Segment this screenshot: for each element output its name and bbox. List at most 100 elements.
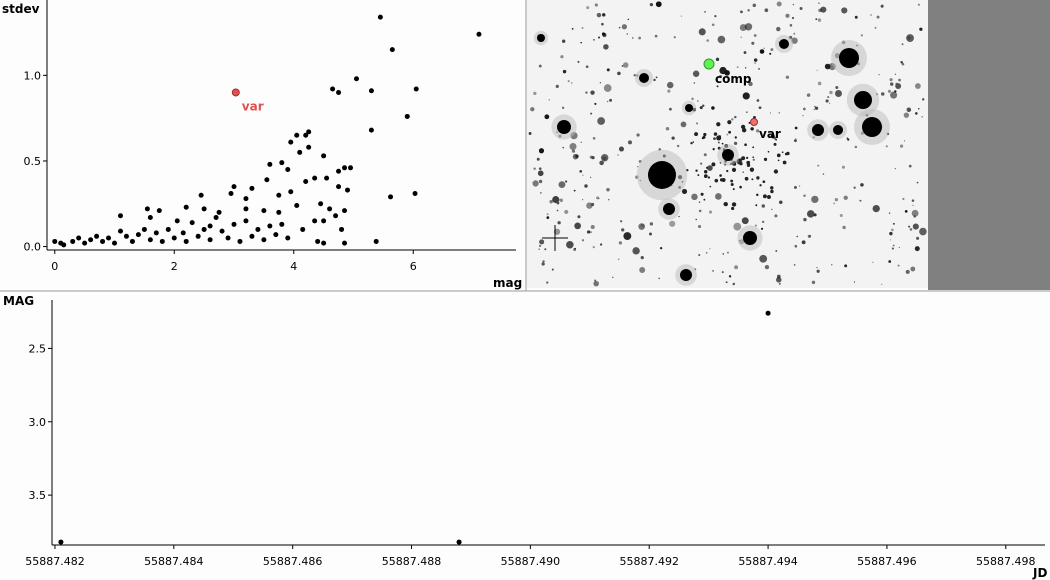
star bbox=[878, 74, 880, 76]
star bbox=[719, 174, 722, 177]
star bbox=[564, 209, 569, 215]
star bbox=[776, 153, 781, 158]
star bbox=[778, 112, 780, 114]
point bbox=[342, 208, 348, 214]
star bbox=[632, 247, 640, 255]
star bbox=[794, 138, 797, 140]
point bbox=[404, 113, 410, 119]
y-tick-label: 1.0 bbox=[24, 69, 42, 82]
point bbox=[765, 310, 771, 316]
star bbox=[793, 264, 796, 266]
star bbox=[593, 280, 599, 287]
star bbox=[898, 246, 900, 249]
star bbox=[649, 222, 654, 226]
x-tick-label: 55887.486 bbox=[263, 555, 323, 568]
point bbox=[237, 238, 243, 244]
star bbox=[699, 162, 703, 165]
point bbox=[348, 165, 354, 171]
star bbox=[860, 183, 864, 187]
point bbox=[174, 218, 180, 224]
star bbox=[778, 282, 781, 285]
point bbox=[288, 189, 294, 195]
star bbox=[627, 18, 630, 21]
star bbox=[754, 62, 756, 64]
bright-star bbox=[685, 104, 693, 112]
star bbox=[880, 4, 884, 8]
star bbox=[715, 57, 720, 62]
star bbox=[813, 213, 817, 217]
star bbox=[885, 145, 888, 148]
star bbox=[570, 82, 573, 84]
star bbox=[769, 112, 772, 114]
x-tick-label: 55887.490 bbox=[501, 555, 561, 568]
star bbox=[889, 78, 893, 82]
star bbox=[891, 228, 894, 232]
star bbox=[744, 143, 747, 147]
star bbox=[695, 169, 698, 172]
star bbox=[891, 247, 894, 250]
point bbox=[339, 226, 345, 232]
star bbox=[566, 240, 574, 249]
point bbox=[327, 206, 333, 212]
star bbox=[574, 247, 576, 250]
star bbox=[707, 176, 711, 179]
star bbox=[711, 23, 715, 26]
star bbox=[909, 228, 913, 231]
star bbox=[890, 82, 894, 86]
star bbox=[649, 232, 652, 236]
star bbox=[752, 146, 755, 149]
point bbox=[336, 89, 342, 95]
star bbox=[607, 198, 610, 201]
star bbox=[741, 124, 746, 129]
point bbox=[312, 175, 318, 181]
star bbox=[706, 39, 710, 42]
star bbox=[919, 27, 923, 31]
bright-star bbox=[663, 203, 675, 215]
star bbox=[893, 222, 895, 225]
star bbox=[817, 164, 820, 167]
star bbox=[718, 135, 721, 138]
x-tick-label: 55887.482 bbox=[25, 555, 85, 568]
star bbox=[726, 251, 729, 254]
star bbox=[770, 48, 774, 52]
point bbox=[189, 220, 195, 226]
point bbox=[321, 218, 327, 224]
star bbox=[756, 99, 760, 102]
star bbox=[640, 255, 644, 260]
star bbox=[536, 157, 540, 161]
star bbox=[816, 269, 820, 273]
star bbox=[894, 167, 897, 170]
point bbox=[117, 213, 123, 219]
star bbox=[900, 60, 903, 64]
star bbox=[782, 160, 787, 165]
star bbox=[876, 15, 880, 19]
point bbox=[123, 233, 129, 239]
star bbox=[539, 239, 545, 245]
star bbox=[806, 93, 811, 97]
star bbox=[816, 69, 818, 71]
star bbox=[912, 223, 919, 230]
star bbox=[919, 227, 927, 236]
bright-star bbox=[743, 231, 757, 245]
star bbox=[827, 95, 830, 99]
point bbox=[288, 139, 294, 145]
star bbox=[775, 249, 778, 252]
star bbox=[748, 81, 753, 87]
star bbox=[577, 215, 581, 219]
star bbox=[597, 36, 601, 39]
star bbox=[591, 156, 595, 160]
star bbox=[556, 209, 559, 212]
point bbox=[88, 237, 94, 243]
star bbox=[904, 210, 908, 213]
star bbox=[860, 34, 863, 37]
point bbox=[333, 213, 339, 219]
star bbox=[697, 100, 699, 102]
star bbox=[922, 98, 925, 101]
point bbox=[249, 233, 255, 239]
point bbox=[377, 14, 383, 20]
star bbox=[766, 195, 771, 199]
star bbox=[741, 127, 747, 133]
star bbox=[895, 83, 902, 90]
point bbox=[303, 179, 309, 185]
star bbox=[721, 142, 724, 145]
